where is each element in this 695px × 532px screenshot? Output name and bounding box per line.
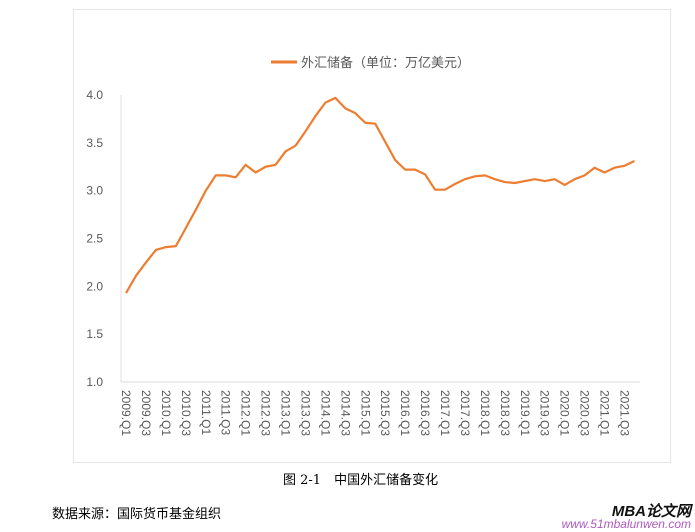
y-tick-label: 1.5 (86, 327, 103, 341)
x-tick-label: 2019.Q3 (538, 390, 552, 436)
y-tick-label: 3.5 (86, 136, 103, 150)
x-tick-label: 2013.Q3 (298, 390, 312, 436)
x-tick-label: 2009.Q3 (139, 390, 153, 436)
y-tick-label: 2.0 (86, 279, 103, 293)
x-tick-label: 2017.Q1 (438, 390, 452, 436)
x-tick-label: 2017.Q3 (458, 390, 472, 436)
y-tick-label: 2.5 (86, 232, 103, 246)
watermark-url: www.51mbalunwen.com (561, 517, 691, 531)
x-tick-label: 2012.Q1 (239, 390, 253, 436)
x-tick-label: 2019.Q1 (518, 390, 532, 436)
x-tick-label: 2009.Q1 (119, 390, 133, 436)
x-tick-label: 2015.Q1 (358, 390, 372, 436)
x-tick-label: 2018.Q3 (498, 390, 512, 436)
x-tick-label: 2011.Q3 (219, 390, 233, 435)
y-tick-label: 3.0 (86, 184, 103, 198)
x-tick-label: 2012.Q3 (259, 390, 273, 436)
x-tick-label: 2021.Q1 (598, 390, 612, 436)
chart-frame (73, 9, 671, 463)
source-note: 数据来源：国际货币基金组织 (52, 507, 222, 522)
legend-label: 外汇储备（单位：万亿美元） (301, 55, 470, 70)
x-tick-label: 2018.Q1 (478, 390, 492, 436)
x-tick-label: 2011.Q1 (199, 390, 213, 435)
watermark-brand: MBA论文网 (611, 503, 691, 520)
x-tick-label: 2014.Q3 (338, 390, 352, 436)
x-tick-label: 2016.Q3 (418, 390, 432, 436)
x-tick-label: 2010.Q1 (159, 390, 173, 436)
y-tick-label: 4.0 (86, 88, 103, 102)
x-tick-label: 2014.Q1 (318, 390, 332, 436)
x-tick-label: 2016.Q1 (398, 390, 412, 436)
figure-caption: 图 2-1 中国外汇储备变化 (283, 473, 439, 488)
legend: 外汇储备（单位：万亿美元） (271, 55, 470, 70)
x-tick-label: 2020.Q1 (558, 390, 572, 436)
y-tick-label: 1.0 (86, 375, 103, 389)
series-line (125, 96, 635, 294)
line-chart: 外汇储备（单位：万亿美元） 1.0 1.5 2.0 2.5 3.0 3.5 4.0 2009.… (86, 55, 640, 436)
x-tick-label: 2020.Q3 (578, 390, 592, 436)
x-tick-label: 2013.Q1 (279, 390, 293, 436)
x-tick-label: 2015.Q3 (378, 390, 392, 436)
x-tick-label: 2010.Q3 (179, 390, 193, 436)
x-tick-label: 2021.Q3 (618, 390, 632, 436)
